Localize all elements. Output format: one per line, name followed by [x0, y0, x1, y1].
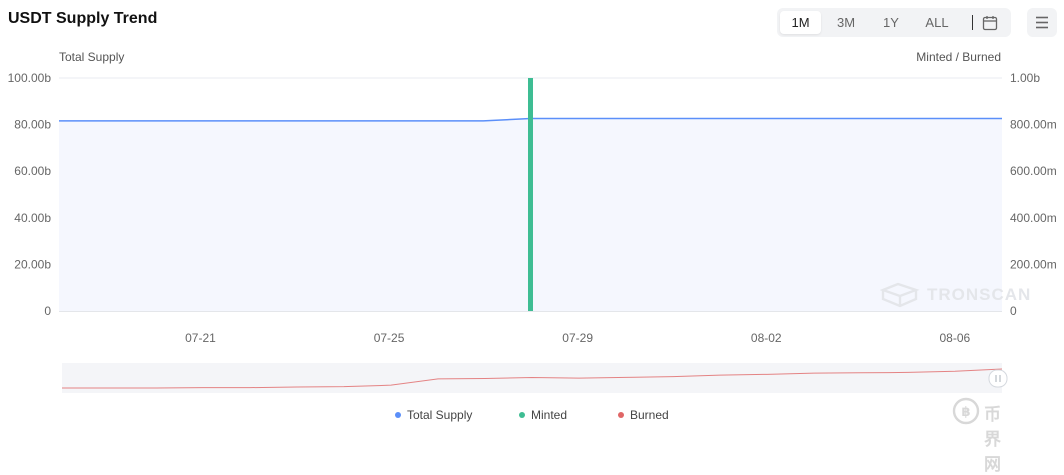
range-button-1m[interactable]: 1M	[780, 11, 821, 34]
right-tick-label: 200.00m	[1010, 257, 1057, 271]
range-button-1y[interactable]: 1Y	[883, 15, 899, 30]
left-tick-label: 60.00b	[14, 164, 51, 178]
legend-label-burned: Burned	[630, 408, 669, 422]
minted-bar	[528, 78, 533, 311]
chart-title: USDT Supply Trend	[8, 10, 158, 27]
x-tick-label: 07-21	[185, 331, 216, 345]
watermark-text: TRONSCAN	[927, 285, 1032, 304]
x-tick-label: 08-06	[939, 331, 970, 345]
right-tick-label: 600.00m	[1010, 164, 1057, 178]
tronscan-logo-icon	[879, 282, 920, 308]
legend-label-total-supply: Total Supply	[407, 408, 473, 422]
calendar-icon[interactable]	[981, 14, 999, 32]
right-tick-label: 400.00m	[1010, 211, 1057, 225]
legend-marker-minted	[519, 412, 525, 418]
left-tick-label: 40.00b	[14, 211, 51, 225]
left-tick-label: 100.00b	[8, 71, 52, 85]
x-tick-label: 07-25	[374, 331, 405, 345]
navigator-series-line	[62, 368, 1003, 389]
left-tick-label: 80.00b	[14, 118, 51, 132]
brand-text: 币界网	[984, 405, 1001, 474]
hamburger-menu-icon	[1036, 16, 1048, 29]
brand-logo-icon: ฿	[952, 397, 980, 425]
supply-chart[interactable]: 0 0 20.00b 200.00m 40.00b 400.00m 60.00b 600.00…	[0, 0, 1064, 439]
time-range-selector: 1M 3M 1Y ALL	[777, 8, 1011, 37]
left-axis-title: Total Supply	[59, 50, 125, 64]
svg-text:฿: ฿	[961, 405, 970, 420]
navigator-handle[interactable]	[988, 369, 1008, 388]
x-tick-label: 07-29	[562, 331, 593, 345]
legend-item-total-supply[interactable]: Total Supply	[395, 408, 472, 422]
range-divider	[972, 15, 973, 30]
right-axis-title: Minted / Burned	[916, 50, 1001, 64]
legend-marker-burned	[618, 412, 624, 418]
tronscan-watermark: TRONSCAN	[879, 281, 1030, 314]
left-tick-label: 20.00b	[14, 257, 51, 271]
legend-marker-total-supply	[395, 412, 401, 418]
chart-menu-button[interactable]	[1027, 8, 1057, 37]
legend-item-burned[interactable]: Burned	[618, 408, 669, 422]
left-tick-label: 0	[44, 304, 51, 318]
range-button-3m[interactable]: 3M	[836, 15, 856, 30]
right-tick-label: 800.00m	[1010, 118, 1057, 132]
right-tick-label: 0	[1010, 304, 1017, 318]
legend-label-minted: Minted	[531, 408, 568, 422]
right-tick-label: 1.00b	[1010, 71, 1040, 85]
range-button-all[interactable]: ALL	[925, 15, 949, 30]
x-tick-label: 08-02	[751, 331, 782, 345]
legend-item-minted[interactable]: Minted	[519, 408, 567, 422]
brand-watermark: ฿ 币界网	[952, 397, 1001, 474]
